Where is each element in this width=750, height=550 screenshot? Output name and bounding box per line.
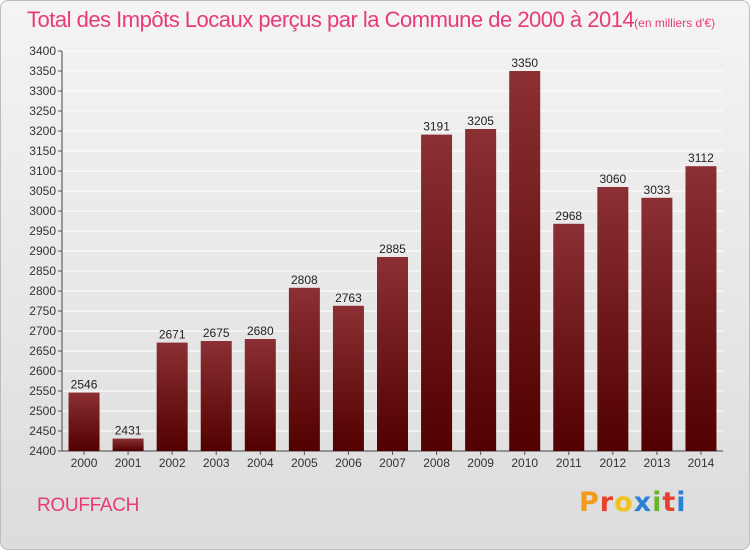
x-tick-label: 2002 [159,456,186,470]
x-tick-label: 2001 [115,456,142,470]
y-tick-label: 3200 [29,124,56,138]
data-label: 2680 [247,324,274,338]
bar [332,305,364,451]
data-label: 3191 [423,120,450,134]
data-label: 2546 [71,378,98,392]
y-tick-label: 2900 [29,244,56,258]
y-tick-label: 2700 [29,324,56,338]
bar [156,342,188,451]
y-tick-label: 3350 [29,64,56,78]
chart-unit: (en milliers d'€) [634,16,716,30]
x-tick-label: 2008 [423,456,450,470]
bar [685,166,717,451]
bars [68,71,717,451]
data-label: 3205 [467,114,494,128]
x-tick-label: 2012 [599,456,626,470]
y-tick-label: 2400 [29,444,56,458]
bar [421,134,453,451]
y-tick-label: 3000 [29,204,56,218]
bar [112,438,144,451]
y-tick-label: 2800 [29,284,56,298]
x-tick-label: 2004 [247,456,274,470]
proxiti-logo[interactable]: Proxiti [579,487,687,518]
bar [597,187,629,451]
x-tick-label: 2000 [71,456,98,470]
y-tick-label: 3300 [29,84,56,98]
bar [244,339,276,451]
data-label: 2675 [203,326,230,340]
chart-title: Total des Impôts Locaux perçus par la Co… [27,7,715,33]
y-tick-label: 2950 [29,224,56,238]
logo-letter: x [633,487,653,518]
x-tick-label: 2011 [556,456,582,470]
data-label: 3112 [688,151,714,165]
logo-letter: t [662,487,677,518]
bar [641,197,673,451]
y-tick-label: 2750 [29,304,56,318]
y-tick-label: 2600 [29,364,56,378]
data-label: 3033 [644,183,671,197]
chart-title-text: Total des Impôts Locaux perçus par la Co… [27,7,635,32]
x-tick-label: 2009 [467,456,494,470]
y-tick-label: 3100 [29,164,56,178]
data-label: 2763 [335,291,362,305]
data-label: 2671 [159,328,186,342]
bar [553,223,585,451]
bar [200,341,232,451]
x-tick-label: 2007 [379,456,406,470]
y-tick-label: 2450 [29,424,56,438]
commune-name: ROUFFACH [37,495,140,516]
y-tick-label: 2850 [29,264,56,278]
y-tick-label: 3150 [29,144,56,158]
bar [465,129,497,451]
logo-letter: o [614,487,634,518]
data-label: 2808 [291,273,318,287]
y-tick-label: 2650 [29,344,56,358]
data-label: 3060 [599,172,626,186]
logo-letter: i [676,487,687,518]
y-tick-label: 2500 [29,404,56,418]
bar [509,71,541,451]
y-tick-label: 2550 [29,384,56,398]
x-tick-label: 2006 [335,456,362,470]
logo-letter: P [579,487,600,518]
y-tick-label: 3050 [29,184,56,198]
logo-letter: r [599,487,615,518]
bar [68,392,100,451]
x-tick-label: 2014 [688,456,715,470]
x-tick-label: 2003 [203,456,230,470]
data-label: 3350 [511,56,538,70]
x-tick-label: 2010 [511,456,538,470]
y-tick-label: 3400 [29,44,56,58]
y-tick-label: 3250 [29,104,56,118]
x-tick-label: 2013 [644,456,671,470]
data-label: 2431 [115,424,142,438]
bar [377,257,408,451]
logo-letter: i [652,487,663,518]
x-tick-label: 2005 [291,456,318,470]
data-label: 2885 [379,242,406,256]
bar [288,287,320,451]
data-labels: 2546 2431 2671 2675 2680 2808 2763 2885 3191 3205… [71,56,715,438]
data-label: 2968 [555,209,582,223]
